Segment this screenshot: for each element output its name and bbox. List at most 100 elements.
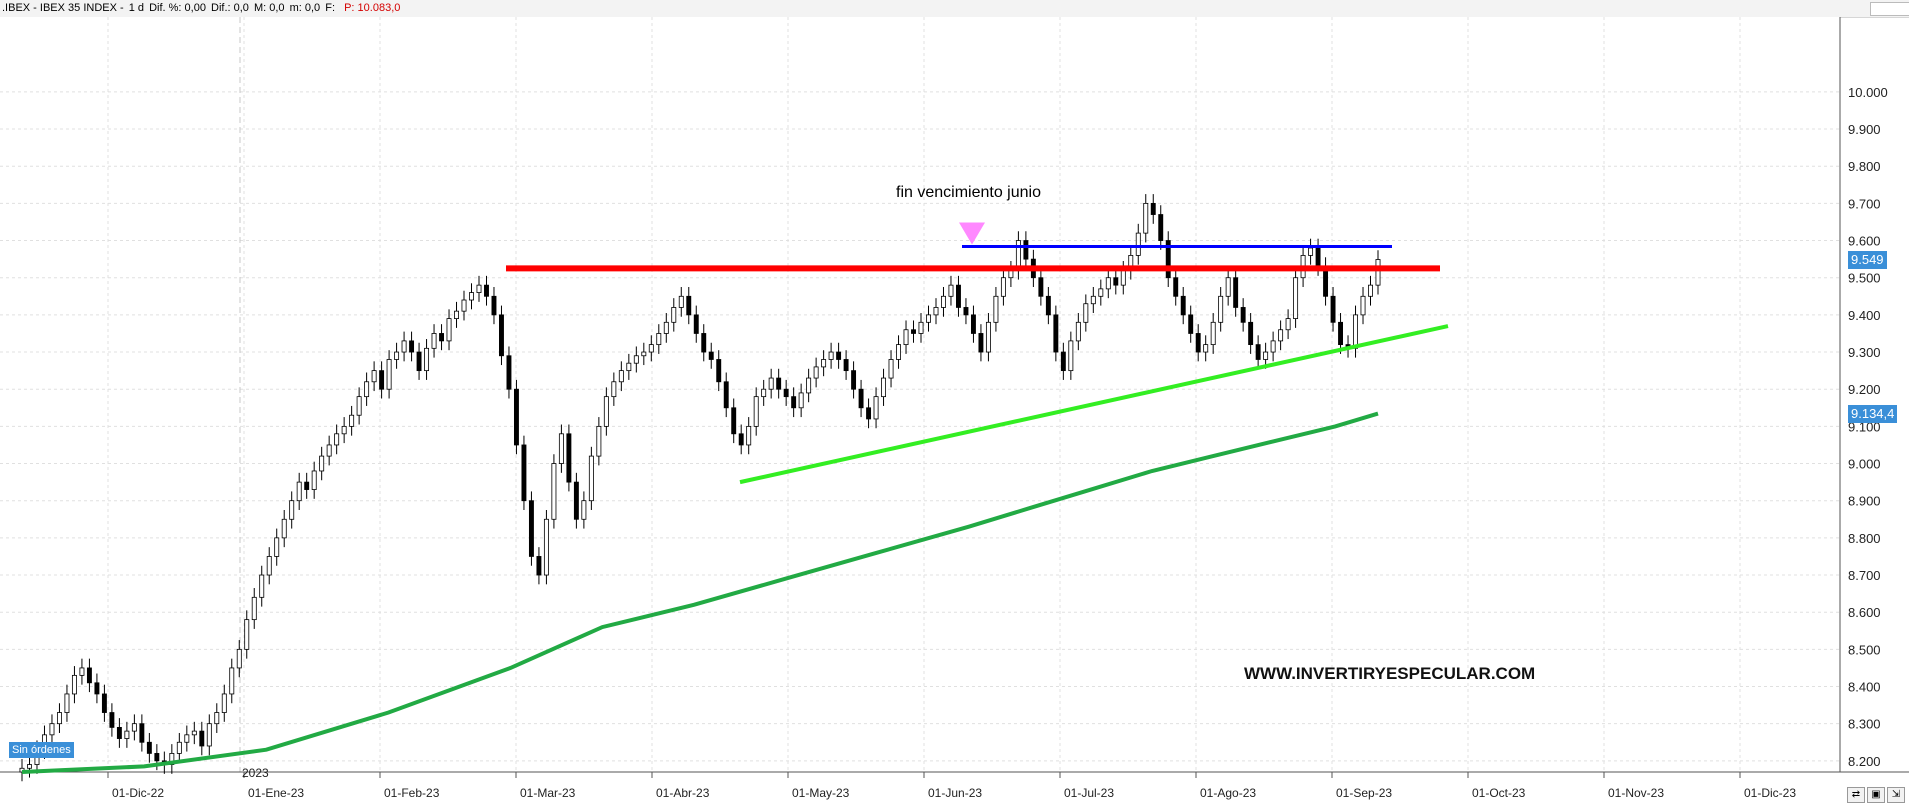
candle-body: [251, 596, 257, 621]
candle-body: [311, 470, 317, 490]
candle-body: [334, 433, 340, 446]
candle-body: [1203, 344, 1209, 353]
candle-body: [274, 537, 280, 557]
candle-body: [993, 295, 999, 323]
candle-body: [738, 433, 744, 446]
support-line: [739, 324, 1449, 485]
price-label: P: 10.083,0: [344, 2, 401, 14]
x-tick-label: 01-Abr-23: [656, 786, 710, 800]
y-tick-label: 8.600: [1848, 605, 1881, 620]
candle-body: [1180, 295, 1186, 316]
candle-body: [491, 295, 497, 316]
candle-body: [124, 730, 130, 739]
compare-icon[interactable]: ⇄: [1847, 787, 1865, 803]
x-tick-label: 01-Dic-23: [1744, 786, 1796, 800]
symbol-label: .IBEX - IBEX 35 INDEX -: [2, 2, 127, 14]
candle-body: [633, 355, 639, 364]
candle-body: [1068, 340, 1074, 372]
candle-body: [1338, 321, 1344, 346]
candle-body: [1120, 269, 1126, 286]
min-label: m: 0,0: [289, 2, 321, 14]
candle-body: [558, 433, 564, 464]
candle-body: [693, 314, 699, 334]
x-tick-label: 01-Nov-23: [1608, 786, 1664, 800]
x-tick-label: 01-Feb-23: [384, 786, 440, 800]
candle-body: [281, 518, 287, 539]
header-control[interactable]: [1870, 2, 1909, 16]
candle-body: [1375, 259, 1381, 286]
candle-body: [1000, 277, 1006, 297]
candle-body: [843, 359, 849, 372]
candle-body: [1330, 295, 1336, 323]
expand-icon[interactable]: ⇲: [1887, 787, 1905, 803]
y-tick-label: 9.000: [1848, 457, 1881, 472]
candle-body: [791, 396, 797, 409]
candle-body: [71, 674, 77, 695]
candle-body: [956, 284, 961, 308]
candle-body: [214, 712, 220, 725]
candle-body: [154, 753, 160, 762]
x-tick-label: 01-Sep-23: [1336, 786, 1392, 800]
candle-body: [101, 693, 107, 713]
candle-body: [566, 433, 572, 483]
candle-body: [1188, 314, 1194, 334]
candle-body: [439, 333, 444, 342]
candle-body: [1225, 277, 1231, 297]
candle-body: [1165, 240, 1171, 279]
x-tick-label: 01-Mar-23: [520, 786, 576, 800]
marker-triangle-icon: [959, 222, 985, 245]
candle-body: [896, 344, 901, 360]
x-tick-label: 01-Ene-23: [248, 786, 304, 800]
period-label[interactable]: 1 d: [128, 2, 145, 14]
candle-body: [948, 284, 954, 297]
candle-body: [626, 362, 632, 372]
candle-body: [1255, 344, 1261, 360]
max-label: M: 0,0: [253, 2, 285, 14]
candle-body: [828, 351, 834, 360]
save-icon[interactable]: ▣: [1867, 787, 1885, 803]
candle-body: [139, 723, 145, 743]
candle-body: [888, 359, 894, 379]
candle-body: [319, 455, 325, 472]
candle-body: [851, 370, 857, 390]
candle-body: [723, 381, 729, 409]
y-tick-label: 9.100: [1848, 419, 1881, 434]
candle-body: [94, 682, 100, 695]
candle-body: [521, 444, 527, 502]
candle-body: [618, 370, 624, 383]
watermark: WWW.INVERTIRYESPECULAR.COM: [1244, 664, 1536, 683]
footer-toolbar: ⇄ ▣ ⇲: [1847, 787, 1905, 803]
candle-body: [588, 455, 594, 502]
candle-body: [401, 340, 407, 353]
candle-body: [1278, 329, 1284, 342]
candle-body: [873, 396, 879, 420]
candle-body: [79, 667, 85, 676]
candle-body: [191, 730, 197, 736]
y-tick-label: 8.800: [1848, 531, 1881, 546]
candle-body: [1038, 277, 1044, 297]
candle-body: [663, 321, 669, 334]
candle-body: [513, 388, 519, 446]
orders-badge[interactable]: Sin órdenes: [9, 742, 74, 758]
candle-body: [716, 359, 722, 383]
x-tick-label: 01-Dic-22: [112, 786, 164, 800]
candle-body: [1083, 303, 1089, 323]
candle-body: [753, 396, 759, 427]
candle-body: [536, 556, 542, 576]
candle-body: [431, 333, 437, 349]
candle-body: [1158, 214, 1164, 241]
dif-label: Dif.: 0,0: [211, 2, 249, 14]
candle-body: [776, 377, 782, 390]
y-tick-labels: 10.000 9.900 9.800 9.700 9.600 9.500 9.400 9.30…: [1848, 85, 1888, 769]
candle-body: [56, 712, 62, 725]
candle-body: [866, 407, 872, 420]
candle-body: [603, 396, 609, 427]
candle-body: [379, 370, 385, 390]
y-tick-label: 8.700: [1848, 568, 1881, 583]
candle-body: [131, 723, 137, 732]
candle-body: [783, 388, 789, 398]
candle-body: [199, 730, 205, 747]
candle-body: [1210, 321, 1216, 346]
candle-body: [1053, 314, 1059, 353]
candle-body: [206, 723, 212, 747]
